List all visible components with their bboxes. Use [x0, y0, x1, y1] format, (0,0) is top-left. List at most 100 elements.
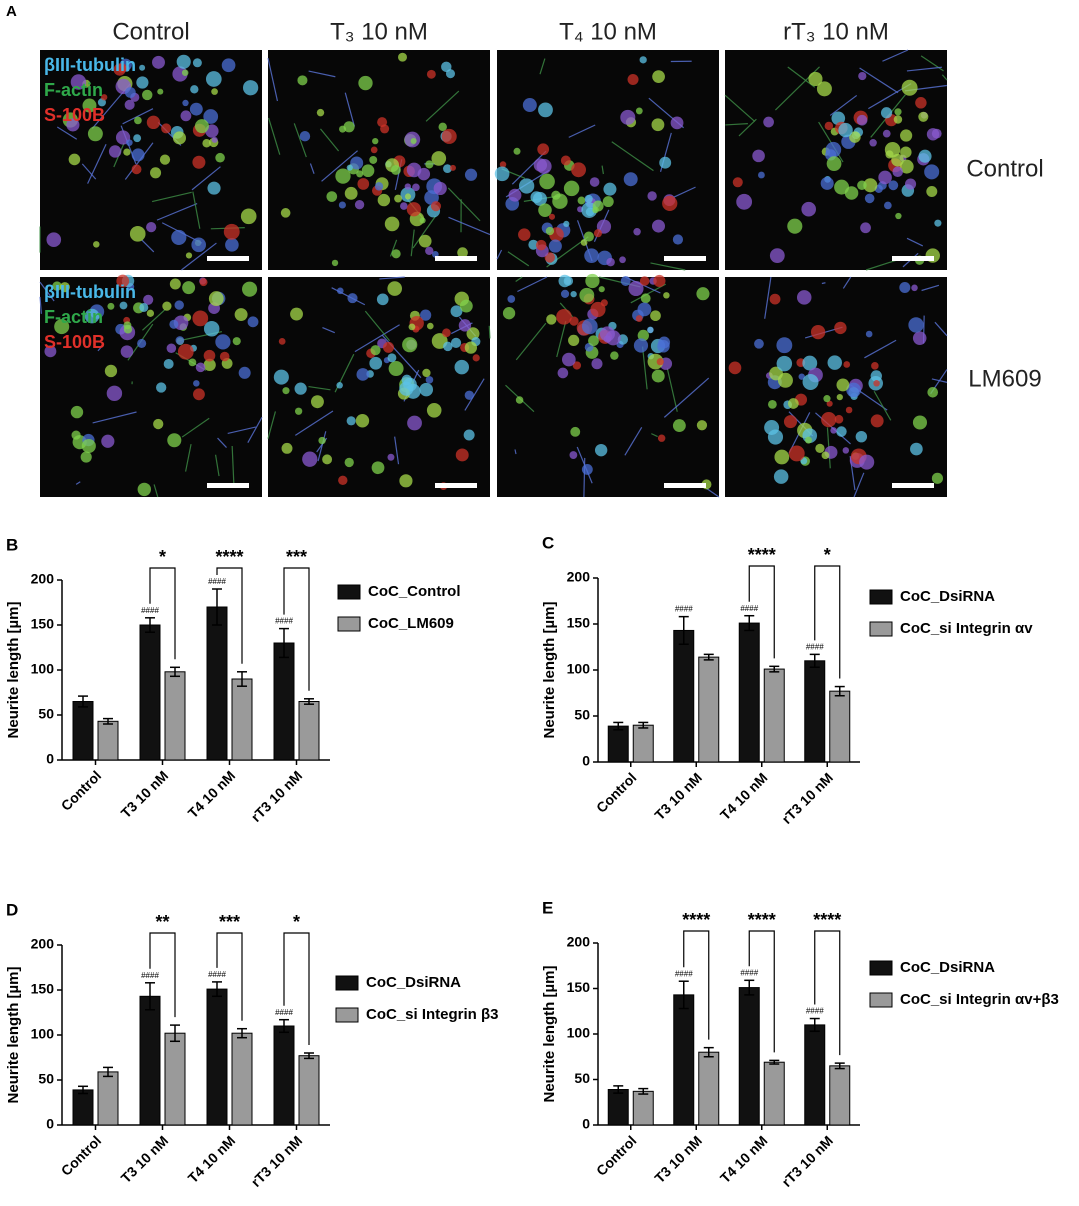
cell [594, 229, 602, 237]
cell [640, 276, 650, 286]
bar [699, 657, 719, 762]
cell [279, 338, 286, 345]
cell [405, 193, 411, 199]
cell [409, 323, 416, 330]
cell [441, 62, 451, 72]
cell [774, 450, 789, 465]
cell [161, 123, 171, 133]
cell [332, 260, 338, 266]
cell [297, 75, 307, 85]
cell [242, 282, 257, 297]
cell [109, 145, 121, 157]
cell [442, 129, 457, 144]
cell [733, 177, 743, 187]
cell [821, 412, 836, 427]
cell [139, 303, 148, 312]
bar [764, 669, 784, 762]
hash-label: #### [675, 969, 693, 978]
cell [181, 110, 192, 121]
bar [608, 1090, 628, 1125]
cell [215, 153, 225, 163]
y-tick-label: 0 [46, 751, 54, 767]
legend-swatch [336, 1008, 358, 1022]
cell [157, 89, 163, 95]
cell [582, 318, 598, 334]
cell [551, 191, 560, 200]
cell [243, 80, 258, 95]
bar [830, 691, 850, 762]
bar [633, 725, 653, 762]
cell [797, 290, 812, 305]
legend-swatch [870, 993, 892, 1007]
cell [836, 378, 849, 391]
bar [73, 1090, 93, 1125]
cell [282, 443, 293, 454]
x-tick-label: rT3 10 nM [248, 767, 306, 825]
x-tick-label: rT3 10 nM [778, 769, 836, 827]
cell [192, 156, 205, 169]
y-tick-label: 50 [574, 1070, 590, 1086]
cell [407, 163, 422, 178]
cell [652, 70, 665, 83]
cell [539, 174, 555, 190]
cell [590, 177, 600, 187]
stain-label: S-100B [44, 332, 105, 352]
cell [182, 281, 195, 294]
cell [619, 256, 626, 263]
cell [451, 338, 461, 348]
hash-label: #### [806, 1007, 824, 1016]
bar [805, 661, 825, 762]
cell [774, 469, 789, 484]
cell [427, 403, 442, 418]
cell [336, 382, 343, 389]
cell [860, 222, 871, 233]
cell [412, 184, 420, 192]
y-tick-label: 50 [38, 706, 54, 722]
hash-label: #### [208, 577, 226, 586]
cell [823, 395, 830, 402]
cell [673, 234, 683, 244]
cell [130, 226, 146, 242]
cell [770, 294, 781, 305]
cell [167, 343, 177, 353]
bar [98, 721, 118, 760]
cell [81, 451, 92, 462]
bar [232, 679, 252, 760]
bar [299, 702, 319, 761]
cell [358, 76, 372, 90]
cell [225, 238, 239, 252]
cell [584, 231, 594, 241]
cell [788, 398, 799, 409]
cell [924, 164, 939, 179]
cell [603, 196, 614, 207]
cell [657, 358, 664, 365]
significance-label: **** [682, 910, 710, 930]
panel-label: D [6, 900, 18, 919]
cell [311, 395, 324, 408]
cell [633, 228, 640, 235]
cell [147, 116, 160, 129]
legend-label: CoC_si Integrin αv+β3 [900, 991, 1059, 1008]
cell [778, 373, 793, 388]
cell [282, 387, 289, 394]
cell [182, 69, 189, 76]
cell [171, 230, 186, 245]
cell [207, 182, 220, 195]
cell [621, 276, 631, 286]
significance-label: ** [155, 912, 169, 932]
cell [768, 400, 777, 409]
y-axis-title: Neurite length [µm] [5, 967, 22, 1104]
bar [274, 1026, 294, 1125]
hash-label: #### [141, 971, 159, 980]
x-tick-label: T4 10 nM [185, 767, 239, 821]
cell [101, 435, 114, 448]
x-tick-label: Control [593, 769, 640, 816]
cell [900, 129, 912, 141]
row-header: Control [966, 155, 1043, 182]
cell [932, 473, 943, 484]
cell [652, 118, 665, 131]
cell [300, 131, 310, 141]
cell [182, 100, 188, 106]
cell [843, 447, 849, 453]
cell [248, 316, 259, 327]
